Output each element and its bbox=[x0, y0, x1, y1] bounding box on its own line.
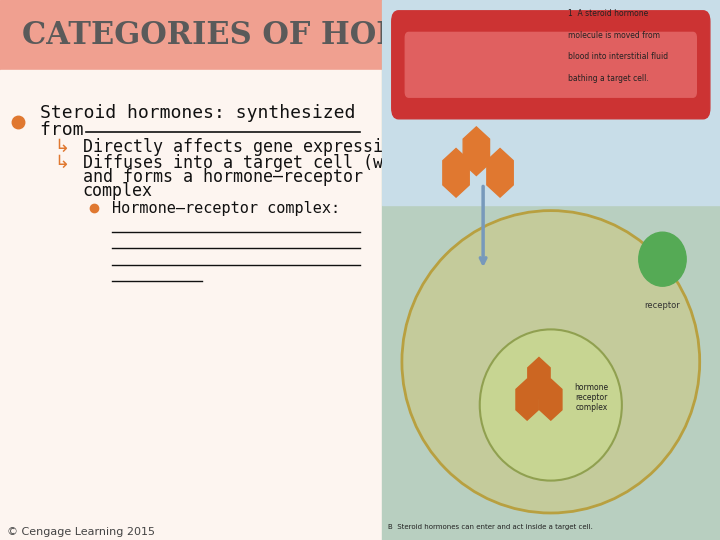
Bar bbox=[0, 0, 720, 70]
Polygon shape bbox=[516, 379, 539, 420]
Text: Steroid hormones: synthesized: Steroid hormones: synthesized bbox=[40, 104, 355, 123]
Text: 1  A steroid hormone: 1 A steroid hormone bbox=[568, 9, 648, 18]
Polygon shape bbox=[540, 379, 562, 420]
Text: molecule is moved from: molecule is moved from bbox=[568, 31, 660, 40]
Ellipse shape bbox=[480, 329, 622, 481]
Text: from: from bbox=[40, 120, 94, 139]
Text: blood into interstitial fluid: blood into interstitial fluid bbox=[568, 52, 668, 62]
Text: Diffuses into a target cell (why?): Diffuses into a target cell (why?) bbox=[83, 154, 423, 172]
Text: and forms a hormone–receptor: and forms a hormone–receptor bbox=[83, 168, 363, 186]
Text: receptor: receptor bbox=[644, 301, 680, 310]
Text: ↳: ↳ bbox=[54, 154, 69, 172]
Text: complex: complex bbox=[83, 182, 153, 200]
Text: Directly affects gene expression: Directly affects gene expression bbox=[83, 138, 402, 156]
Polygon shape bbox=[443, 148, 469, 197]
FancyBboxPatch shape bbox=[405, 32, 696, 97]
Text: CATEGORIES OF HORMONES: CATEGORIES OF HORMONES bbox=[22, 19, 535, 51]
Polygon shape bbox=[463, 127, 490, 176]
Ellipse shape bbox=[639, 232, 686, 286]
Polygon shape bbox=[487, 148, 513, 197]
Bar bbox=[382, 0, 720, 205]
Text: hormone
receptor
complex: hormone receptor complex bbox=[575, 383, 608, 413]
Bar bbox=[0, 70, 382, 518]
Text: © Cengage Learning 2015: © Cengage Learning 2015 bbox=[7, 527, 156, 537]
Text: ↳: ↳ bbox=[54, 138, 69, 156]
Text: B  Steroid hormones can enter and act inside a target cell.: B Steroid hormones can enter and act ins… bbox=[388, 524, 593, 530]
Polygon shape bbox=[528, 357, 550, 399]
Ellipse shape bbox=[402, 211, 700, 513]
FancyBboxPatch shape bbox=[392, 11, 710, 119]
Bar bbox=[382, 0, 720, 540]
Text: bathing a target cell.: bathing a target cell. bbox=[568, 74, 649, 83]
Text: Hormone–receptor complex:: Hormone–receptor complex: bbox=[112, 201, 340, 216]
